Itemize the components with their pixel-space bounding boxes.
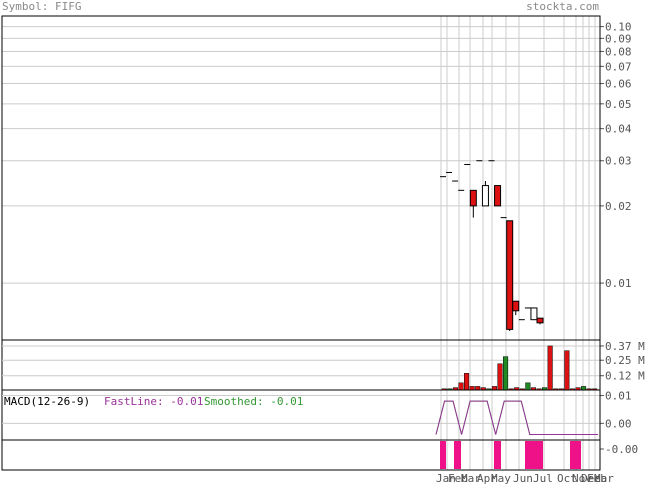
volume-bar bbox=[503, 356, 509, 391]
x-tick-label: May bbox=[491, 472, 511, 485]
volume-bar bbox=[564, 350, 570, 391]
volume-bar bbox=[475, 386, 481, 391]
histogram-tick-label: -0.00 bbox=[605, 443, 638, 456]
symbol-label: Symbol: FIFG bbox=[2, 0, 82, 13]
volume-tick-label: 0.12 M bbox=[605, 370, 645, 383]
histogram-bar bbox=[440, 441, 446, 469]
symbol-value: FIFG bbox=[54, 0, 82, 13]
volume-bar bbox=[547, 345, 553, 391]
macd-title: MACD(12-26-9) bbox=[4, 395, 90, 408]
x-tick-label: Apr bbox=[477, 472, 497, 485]
macd-smoothed-label: Smoothed: -0.01 bbox=[204, 395, 303, 408]
price-tick-label: 0.08 bbox=[605, 45, 632, 58]
volume-bar bbox=[469, 386, 475, 391]
price-tick-label: 0.04 bbox=[605, 123, 632, 136]
candle-body bbox=[512, 300, 520, 312]
volume-bar bbox=[525, 382, 531, 391]
volume-bar bbox=[497, 363, 503, 391]
macd-fastline-line bbox=[435, 400, 598, 435]
volume-bar bbox=[464, 373, 470, 391]
candle-body bbox=[506, 220, 514, 330]
x-tick-label: Jan bbox=[436, 472, 456, 485]
x-tick-label: Feb bbox=[448, 472, 468, 485]
candle-body bbox=[469, 189, 477, 207]
macd-fastline-label: FastLine: -0.01 bbox=[104, 395, 203, 408]
candle-body bbox=[536, 317, 544, 324]
volume-panel-frame bbox=[1, 339, 601, 391]
histogram-bar bbox=[494, 441, 501, 469]
candle-body bbox=[494, 185, 502, 207]
volume-bar bbox=[491, 386, 497, 391]
histogram-bar bbox=[570, 441, 581, 469]
histogram-panel-frame bbox=[1, 439, 601, 471]
price-tick-label: 0.07 bbox=[605, 60, 632, 73]
x-tick-label: Jul bbox=[533, 472, 553, 485]
price-tick-label: 0.10 bbox=[605, 21, 632, 34]
x-tick-label: Oct bbox=[557, 472, 577, 485]
candle-body bbox=[481, 185, 489, 207]
volume-bar bbox=[581, 386, 587, 391]
x-tick-label: Dec bbox=[581, 472, 601, 485]
x-tick-label: Feb bbox=[587, 472, 607, 485]
volume-tick-label: 0.25 M bbox=[605, 354, 645, 367]
price-tick-label: 0.09 bbox=[605, 32, 632, 45]
x-tick-label: Mar bbox=[594, 472, 614, 485]
site-brand[interactable]: stockta.com bbox=[526, 0, 599, 13]
price-tick-label: 0.05 bbox=[605, 98, 632, 111]
x-tick-label: Jun bbox=[513, 472, 533, 485]
histogram-bar bbox=[525, 441, 543, 469]
candle-body bbox=[530, 307, 538, 321]
x-tick-label: Mar bbox=[461, 472, 481, 485]
macd-tick-label: 0.01 bbox=[605, 390, 632, 403]
histogram-bar bbox=[454, 441, 461, 469]
volume-tick-label: 0.37 M bbox=[605, 340, 645, 353]
price-tick-label: 0.01 bbox=[605, 277, 632, 290]
price-tick-label: 0.02 bbox=[605, 200, 632, 213]
macd-tick-label: 0.00 bbox=[605, 417, 632, 430]
x-tick-label: Nov bbox=[572, 472, 592, 485]
volume-bar bbox=[458, 382, 464, 391]
price-tick-label: 0.06 bbox=[605, 78, 632, 91]
price-tick-label: 0.03 bbox=[605, 155, 632, 168]
